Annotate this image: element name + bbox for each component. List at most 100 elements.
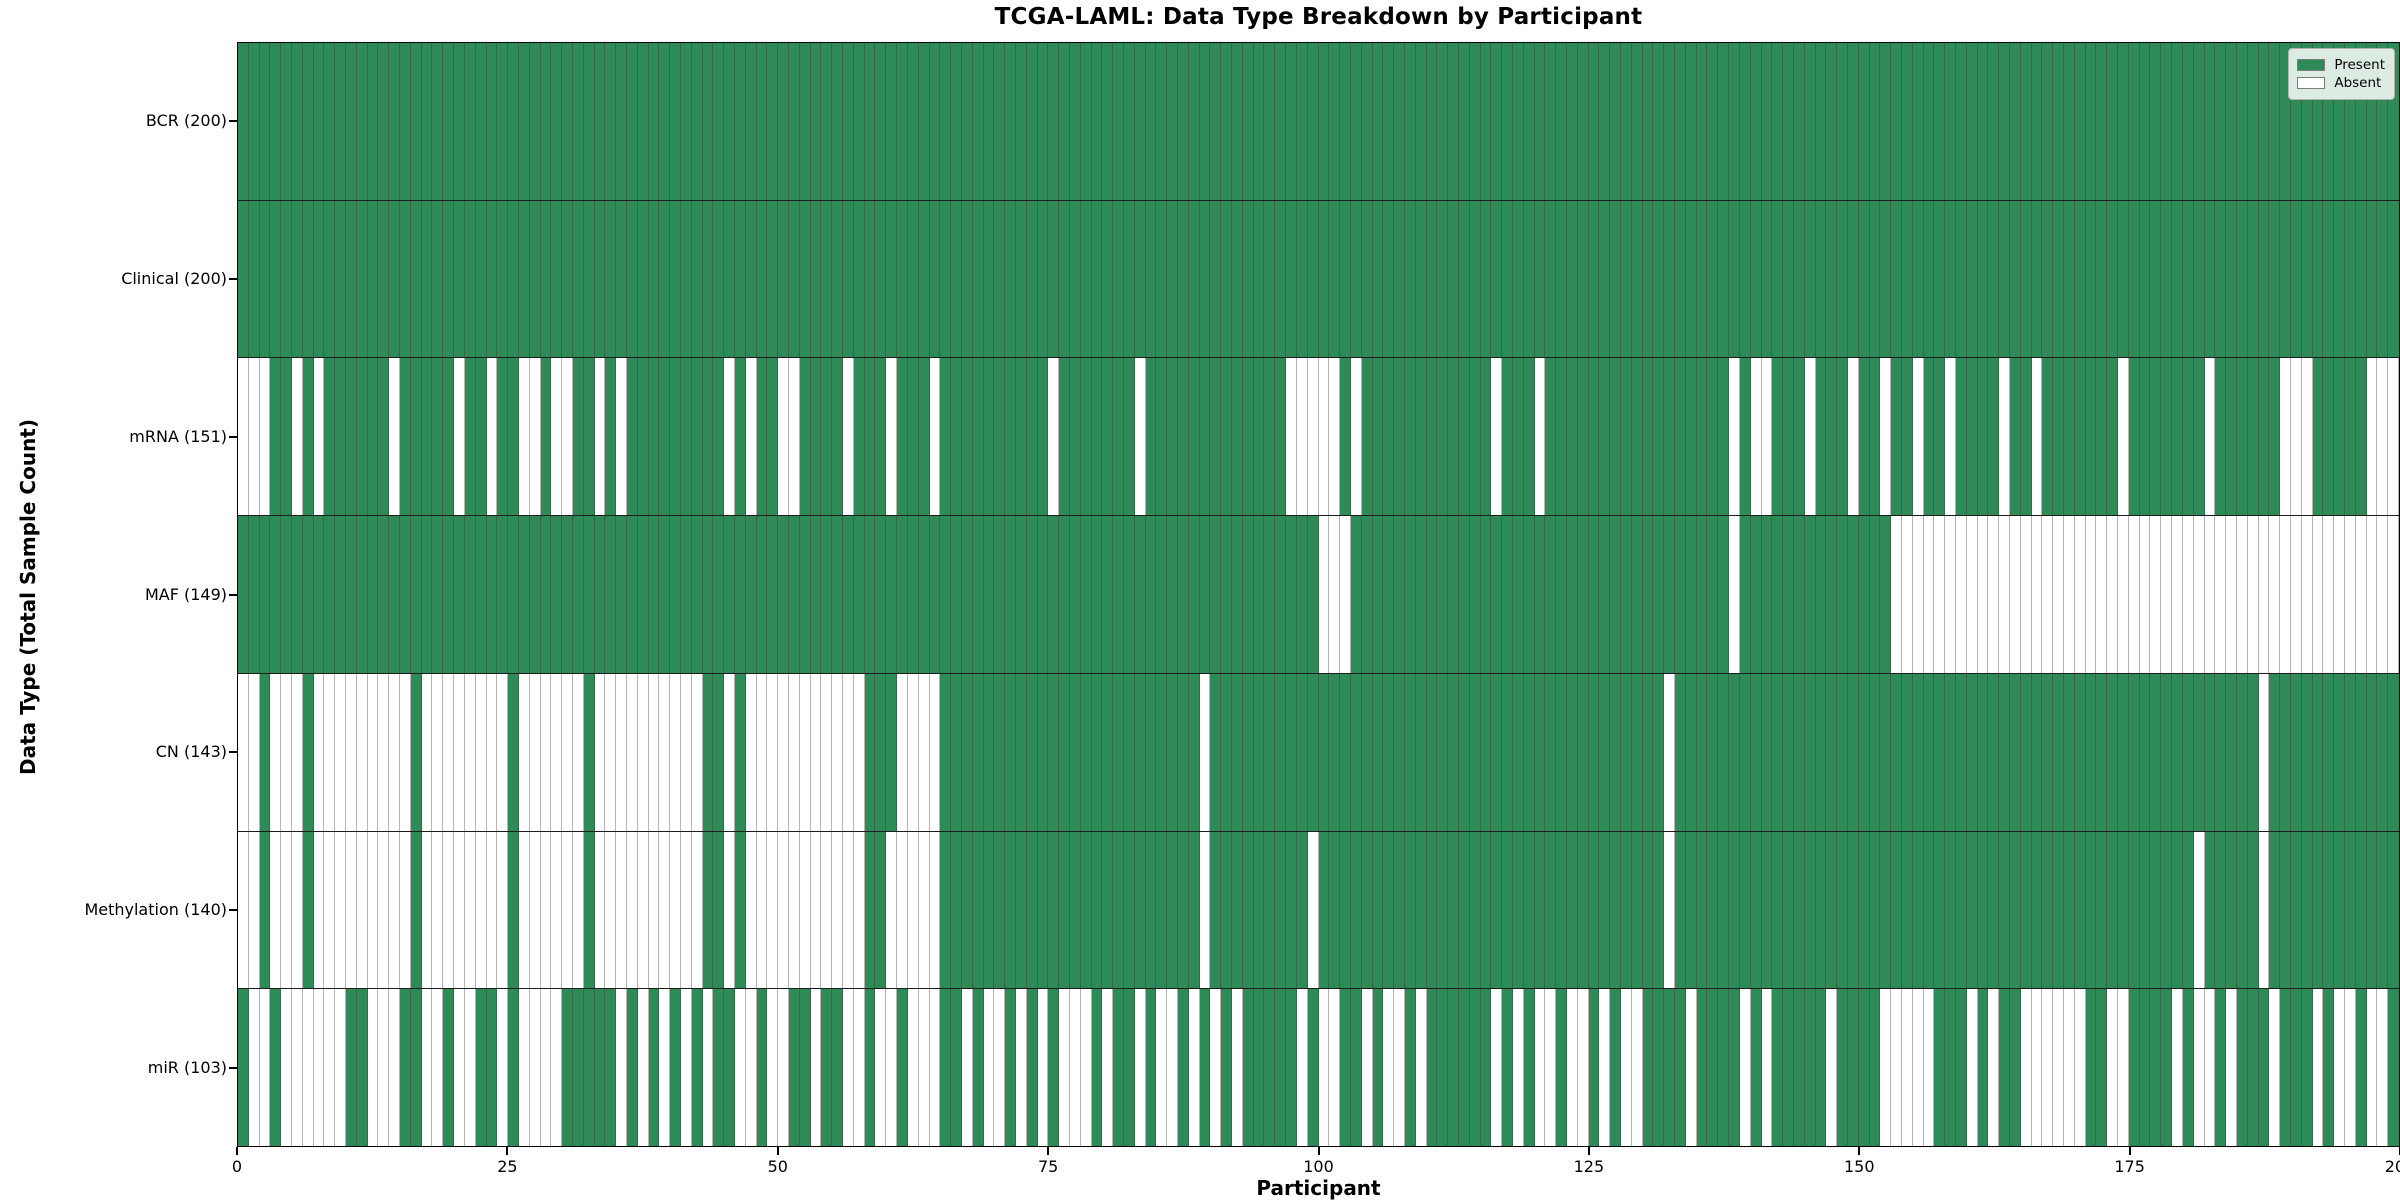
heatmap-cell — [1221, 673, 1233, 831]
heatmap-cell — [1426, 516, 1438, 673]
heatmap-cell — [1826, 831, 1838, 989]
heatmap-cell — [1210, 200, 1222, 358]
heatmap-cell — [346, 516, 357, 673]
heatmap-cell — [1826, 43, 1838, 200]
heatmap-cell — [951, 831, 962, 989]
heatmap-cell — [1577, 358, 1589, 516]
heatmap-cell — [518, 831, 530, 989]
heatmap-cell — [1804, 831, 1816, 989]
heatmap-cell — [443, 673, 455, 831]
heatmap-cell — [1891, 43, 1902, 200]
heatmap-cell — [637, 516, 649, 673]
heatmap-cell — [497, 673, 509, 831]
heatmap-cell — [475, 673, 487, 831]
heatmap-cell — [1685, 43, 1697, 200]
heatmap-cell — [270, 831, 282, 989]
heatmap-cell — [356, 358, 368, 516]
heatmap-cell — [1610, 673, 1622, 831]
heatmap-cell — [1675, 43, 1686, 200]
heatmap-cell — [529, 673, 541, 831]
heatmap-cell — [1059, 43, 1070, 200]
heatmap-cell — [1729, 43, 1740, 200]
heatmap-cell — [281, 989, 293, 1147]
heatmap-cell — [853, 516, 865, 673]
heatmap-cell — [259, 43, 271, 200]
heatmap-cell — [1934, 831, 1946, 989]
heatmap-cell — [2204, 516, 2216, 673]
heatmap-cell — [248, 358, 260, 516]
heatmap-cell — [1415, 673, 1427, 831]
heatmap-cell — [2182, 358, 2194, 516]
heatmap-cell — [1394, 43, 1405, 200]
heatmap-cell — [735, 516, 746, 673]
heatmap-cell — [1739, 43, 1751, 200]
heatmap-cell — [2064, 989, 2075, 1147]
heatmap-cell — [572, 43, 584, 200]
heatmap-cell — [400, 358, 411, 516]
heatmap-cell — [1729, 673, 1740, 831]
heatmap-cell — [508, 989, 519, 1147]
heatmap-cell — [1296, 989, 1308, 1147]
heatmap-cell — [1901, 43, 1913, 200]
heatmap-cell — [2377, 358, 2389, 516]
heatmap-cell — [400, 516, 411, 673]
heatmap-cell — [2139, 200, 2151, 358]
heatmap-cell — [2031, 516, 2043, 673]
heatmap-cell — [2334, 989, 2345, 1147]
heatmap-cell — [346, 989, 357, 1147]
heatmap-cell — [1113, 43, 1124, 200]
heatmap-cell — [605, 831, 617, 989]
heatmap-cell — [464, 673, 476, 831]
heatmap-cell — [432, 43, 444, 200]
heatmap-cell — [1188, 200, 1200, 358]
heatmap-cell — [1901, 989, 1913, 1147]
heatmap-cell — [2042, 673, 2054, 831]
heatmap-cell — [475, 989, 487, 1147]
heatmap-cell — [432, 831, 444, 989]
heatmap-cell — [1772, 43, 1784, 200]
heatmap-cell — [1383, 831, 1395, 989]
heatmap-cell — [637, 673, 649, 831]
heatmap-cell — [778, 989, 790, 1147]
chart-title: TCGA-LAML: Data Type Breakdown by Partic… — [994, 4, 1643, 30]
heatmap-cell — [1329, 989, 1341, 1147]
heatmap-cell — [2366, 989, 2378, 1147]
heatmap-cell — [1556, 200, 1567, 358]
heatmap-cell — [1199, 673, 1211, 831]
heatmap-cell — [292, 516, 303, 673]
heatmap-cell — [983, 673, 995, 831]
heatmap-cell — [1307, 989, 1319, 1147]
heatmap-cell — [2204, 831, 2216, 989]
heatmap-cell — [605, 673, 617, 831]
heatmap-cell — [929, 989, 941, 1147]
heatmap-cell — [886, 43, 898, 200]
heatmap-cell — [2031, 673, 2043, 831]
heatmap-cell — [918, 358, 930, 516]
heatmap-cell — [1610, 831, 1622, 989]
heatmap-cell — [2301, 200, 2313, 358]
heatmap-cell — [2010, 200, 2021, 358]
heatmap-cell — [2280, 43, 2291, 200]
heatmap-cell — [918, 516, 930, 673]
heatmap-cell — [2172, 43, 2183, 200]
heatmap-cell — [907, 43, 919, 200]
heatmap-cell — [2074, 200, 2086, 358]
heatmap-cell — [1826, 358, 1838, 516]
heatmap-cell — [1178, 358, 1189, 516]
heatmap-cell — [1599, 831, 1611, 989]
heatmap-cell — [1718, 200, 1730, 358]
heatmap-cell — [1912, 200, 1924, 358]
heatmap-cell — [281, 673, 293, 831]
heatmap-cell — [1534, 43, 1546, 200]
heatmap-cell — [367, 831, 379, 989]
heatmap-cell — [1221, 516, 1233, 673]
heatmap-cell — [1934, 516, 1946, 673]
heatmap-cell — [1729, 358, 1740, 516]
heatmap-cell — [1113, 989, 1124, 1147]
heatmap-cell — [897, 989, 908, 1147]
heatmap-cell — [2280, 358, 2291, 516]
heatmap-cell — [1178, 831, 1189, 989]
heatmap-cell — [1793, 673, 1805, 831]
heatmap-cell — [681, 673, 692, 831]
heatmap-cell — [454, 200, 465, 358]
